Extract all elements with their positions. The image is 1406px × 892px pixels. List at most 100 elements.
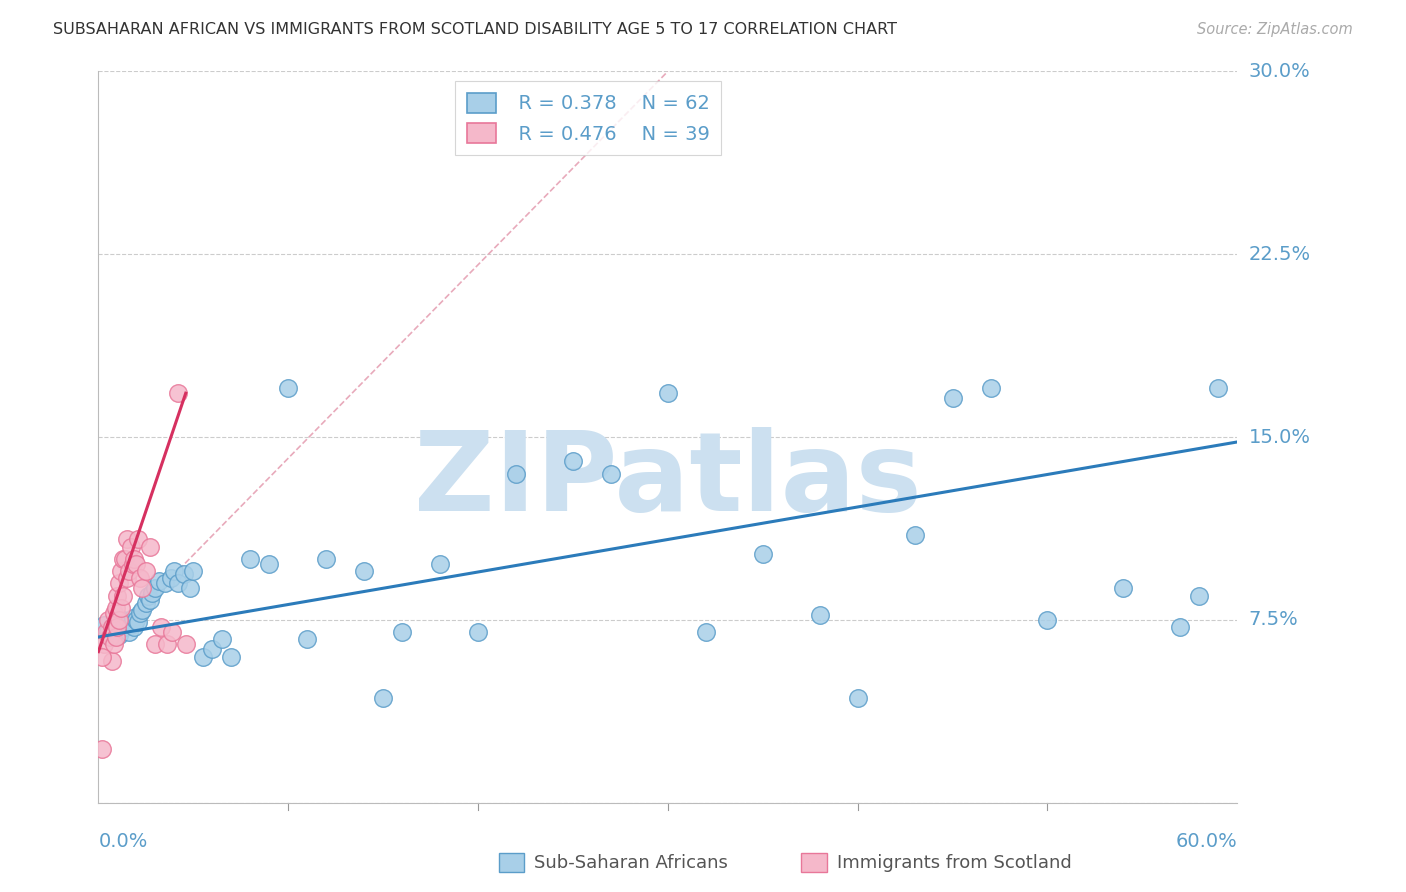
Point: [315, 552, 337, 566]
Point: [118, 625, 141, 640]
Point: [904, 527, 927, 541]
Point: [114, 620, 136, 634]
Point: [1188, 589, 1211, 603]
Point: [107, 623, 129, 637]
Point: [942, 391, 965, 405]
Point: [846, 690, 869, 705]
Point: [808, 608, 831, 623]
Point: [98, 630, 121, 644]
Point: [97, 613, 120, 627]
Point: [120, 617, 142, 632]
Point: [112, 613, 135, 627]
Point: [110, 600, 132, 615]
Point: [135, 596, 157, 610]
Point: [107, 589, 129, 603]
Point: [167, 576, 190, 591]
Legend:   R = 0.378    N = 62,   R = 0.476    N = 39: R = 0.378 N = 62, R = 0.476 N = 39: [456, 81, 721, 155]
Point: [1208, 381, 1230, 395]
Point: [115, 533, 138, 547]
Point: [600, 467, 623, 481]
Point: [201, 642, 224, 657]
Point: [145, 581, 167, 595]
Point: [103, 620, 125, 634]
Point: [277, 381, 299, 395]
Point: [125, 613, 148, 627]
Point: [112, 589, 135, 603]
Point: [108, 613, 131, 627]
Point: [104, 630, 127, 644]
Point: [141, 586, 163, 600]
Text: 7.5%: 7.5%: [1249, 610, 1298, 630]
Point: [121, 557, 143, 571]
Text: SUBSAHARAN AFRICAN VS IMMIGRANTS FROM SCOTLAND DISABILITY AGE 5 TO 17 CORRELATIO: SUBSAHARAN AFRICAN VS IMMIGRANTS FROM SC…: [53, 22, 897, 37]
Point: [124, 620, 146, 634]
Point: [100, 620, 122, 634]
Point: [110, 617, 132, 632]
Point: [103, 606, 125, 620]
Point: [124, 552, 146, 566]
Point: [1112, 581, 1135, 595]
Point: [695, 625, 717, 640]
Text: Immigrants from Scotland: Immigrants from Scotland: [837, 854, 1071, 871]
Point: [371, 690, 394, 705]
Point: [167, 386, 190, 401]
Point: [179, 581, 201, 595]
Point: [110, 564, 132, 578]
Point: [127, 615, 149, 630]
Point: [91, 742, 114, 756]
Point: [103, 637, 125, 651]
Point: [97, 625, 120, 640]
Point: [115, 615, 138, 630]
Text: Source: ZipAtlas.com: Source: ZipAtlas.com: [1197, 22, 1353, 37]
Point: [121, 610, 143, 624]
Point: [1036, 613, 1059, 627]
Point: [138, 540, 160, 554]
Point: [118, 564, 141, 578]
Text: 22.5%: 22.5%: [1249, 244, 1310, 264]
Point: [91, 649, 114, 664]
Point: [752, 547, 775, 561]
Point: [108, 627, 131, 641]
Point: [148, 574, 170, 588]
Point: [221, 649, 243, 664]
Point: [153, 576, 176, 591]
Point: [100, 654, 122, 668]
Point: [129, 606, 152, 620]
Point: [131, 581, 153, 595]
Point: [104, 615, 127, 630]
Point: [353, 564, 375, 578]
Point: [120, 540, 142, 554]
Point: [104, 600, 127, 615]
Point: [979, 381, 1001, 395]
Point: [174, 637, 197, 651]
Point: [156, 637, 179, 651]
Point: [98, 630, 121, 644]
Point: [94, 625, 117, 640]
Point: [162, 625, 184, 640]
Point: [108, 576, 131, 591]
Point: [129, 572, 152, 586]
Text: 15.0%: 15.0%: [1249, 427, 1310, 447]
Point: [138, 593, 160, 607]
Point: [297, 632, 319, 647]
Point: [145, 637, 167, 651]
Point: [429, 557, 451, 571]
Point: [1170, 620, 1192, 634]
Point: [562, 454, 585, 468]
Point: [173, 566, 195, 581]
Point: [135, 564, 157, 578]
Text: 0.0%: 0.0%: [98, 832, 148, 851]
Point: [159, 572, 181, 586]
Point: [131, 603, 153, 617]
Text: 60.0%: 60.0%: [1175, 832, 1237, 851]
Point: [259, 557, 281, 571]
Point: [657, 386, 679, 401]
Text: 30.0%: 30.0%: [1249, 62, 1310, 81]
Point: [391, 625, 413, 640]
Point: [150, 620, 173, 634]
Point: [239, 552, 262, 566]
Point: [505, 467, 527, 481]
Point: [183, 564, 205, 578]
Point: [112, 552, 135, 566]
Point: [115, 572, 138, 586]
